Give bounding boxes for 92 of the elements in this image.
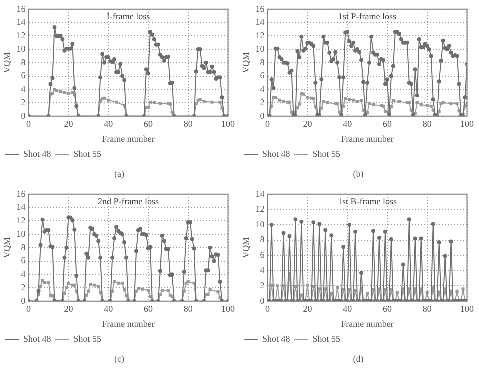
- y-tick-label: 16: [256, 4, 266, 14]
- y-tick-label: 12: [16, 216, 26, 226]
- y-tick-label: 0: [260, 296, 266, 306]
- y-tick-label: 14: [256, 188, 266, 199]
- text: (b): [352, 169, 365, 179]
- y-tick-label: 6: [260, 250, 266, 260]
- x-tick-label: 80: [422, 119, 432, 130]
- y-tick-label: 12: [256, 30, 265, 41]
- x-tick-label: 20: [303, 119, 313, 130]
- legend-label: Shot 55: [312, 148, 342, 159]
- x-axis-title: Frame number: [102, 134, 155, 144]
- x-tick-label: 60: [144, 304, 154, 314]
- chart-title: 2nd P-frame loss: [98, 196, 160, 206]
- text: (c): [114, 354, 126, 364]
- legend-label: Shot 48: [24, 148, 52, 159]
- y-tick-label: 4: [260, 84, 266, 94]
- legend-label: Shot 55: [74, 334, 102, 344]
- chart-title: I-frame loss: [106, 11, 151, 22]
- y-tick-label: 2: [260, 280, 265, 290]
- x-tick-label: 20: [64, 119, 74, 130]
- y-tick-label: 4: [21, 269, 26, 280]
- y-tick-label: 2: [260, 97, 265, 108]
- point: [67, 92, 70, 96]
- point: [218, 100, 222, 104]
- x-tick-label: 100: [222, 119, 236, 130]
- y-tick-label: 6: [260, 70, 266, 81]
- x-tick-label: 40: [104, 304, 114, 314]
- y-tick-label: 14: [256, 17, 266, 28]
- chart-title: 1st P-frame loss: [338, 11, 398, 22]
- point: [148, 100, 152, 104]
- y-tick-label: 2: [21, 97, 26, 108]
- legend-label: Shot 55: [312, 334, 342, 344]
- x-tick-label: 40: [343, 304, 353, 314]
- y-tick-label: 6: [21, 256, 26, 266]
- y-tick-label: 14: [16, 17, 26, 28]
- y-tick-label: 8: [21, 242, 26, 252]
- x-axis-title: Frame number: [341, 134, 394, 144]
- x-tick-label: 40: [104, 119, 114, 130]
- y-tick-label: 0: [21, 296, 26, 306]
- x-tick-label: 40: [343, 119, 353, 130]
- point: [107, 98, 110, 102]
- y-tick-label: 8: [21, 57, 26, 68]
- point: [158, 102, 162, 106]
- legend-label: Shot 48: [262, 334, 291, 344]
- y-tick-label: 10: [256, 44, 266, 54]
- y-tick-label: 0: [260, 110, 266, 121]
- legend-label: Shot 48: [24, 334, 52, 344]
- point: [63, 91, 66, 95]
- y-tick-label: 14: [16, 202, 26, 212]
- text: (a): [114, 169, 126, 179]
- x-tick-label: 80: [184, 304, 194, 314]
- x-tick-label: 60: [382, 304, 392, 314]
- text: (d): [352, 354, 365, 364]
- point: [115, 100, 118, 104]
- y-tick-label: 12: [256, 204, 265, 214]
- y-tick-label: 10: [256, 219, 266, 230]
- y-tick-label: 6: [21, 70, 26, 81]
- x-tick-label: 60: [144, 119, 154, 130]
- y-tick-label: 16: [16, 4, 26, 14]
- legend-label: Shot 55: [74, 148, 102, 159]
- y-tick-label: 16: [16, 188, 26, 199]
- y-tick-label: 0: [21, 110, 26, 121]
- point: [210, 100, 214, 104]
- y-tick-label: 10: [16, 228, 26, 239]
- x-tick-label: 100: [460, 119, 474, 130]
- y-tick-label: 8: [260, 57, 266, 68]
- y-axis-title: VQM: [240, 237, 251, 258]
- y-tick-label: 2: [21, 282, 26, 292]
- y-tick-label: 12: [16, 30, 26, 41]
- point: [55, 89, 58, 93]
- x-tick-label: 80: [184, 119, 194, 130]
- chart-title: 1st B-frame loss: [338, 196, 398, 206]
- y-axis-title: VQM: [240, 52, 251, 74]
- x-tick-label: 80: [422, 304, 432, 314]
- x-axis-title: Frame number: [102, 318, 155, 329]
- point: [59, 90, 62, 94]
- legend-label: Shot 48: [262, 148, 291, 159]
- point: [202, 100, 206, 104]
- point: [53, 88, 56, 92]
- x-axis-title: Frame number: [341, 318, 394, 329]
- y-tick-label: 8: [260, 234, 266, 245]
- y-axis-title: VQM: [2, 237, 12, 258]
- x-tick-label: 20: [64, 304, 74, 314]
- x-tick-label: 20: [303, 304, 313, 314]
- y-axis-title: VQM: [2, 52, 12, 74]
- y-tick-label: 4: [21, 84, 26, 94]
- x-tick-label: 60: [382, 119, 392, 130]
- y-tick-label: 10: [16, 44, 26, 54]
- x-tick-label: 100: [460, 304, 474, 314]
- point: [152, 101, 156, 105]
- x-tick-label: 100: [222, 304, 236, 314]
- y-tick-label: 4: [260, 265, 266, 276]
